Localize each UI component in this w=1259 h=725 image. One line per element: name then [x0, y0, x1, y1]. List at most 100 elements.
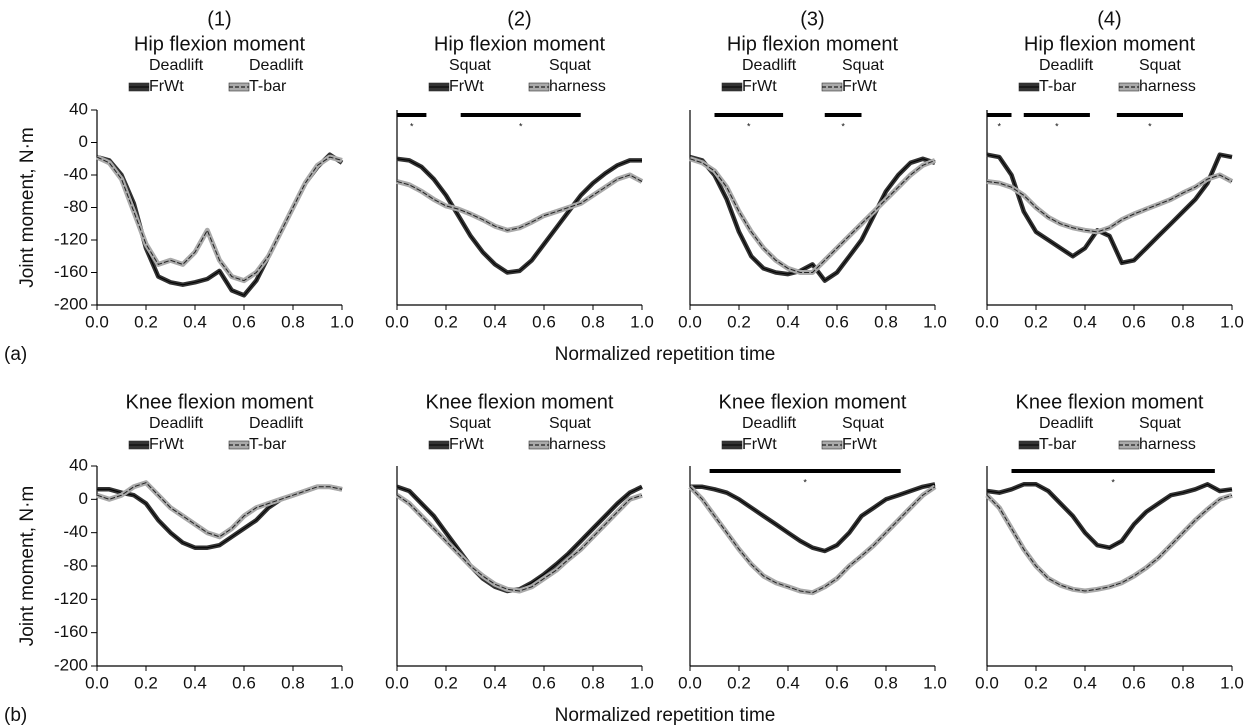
significance-bar	[987, 113, 1012, 117]
row-label: (b)	[4, 705, 27, 725]
x-tick-label: 1.0	[330, 673, 354, 692]
column-header: (3)	[800, 8, 824, 30]
x-tick-label: 0.0	[85, 673, 109, 692]
series-center	[96, 482, 343, 538]
x-axis-label: Normalized repetition time	[555, 344, 776, 365]
series-center	[690, 483, 936, 552]
x-tick-label: 0.2	[134, 312, 158, 331]
y-tick-label: 40	[69, 99, 88, 118]
x-tick-label: 1.0	[1220, 312, 1244, 331]
legend-label: Squat FrWt	[449, 57, 491, 95]
x-tick-label: 0.0	[385, 312, 409, 331]
y-tick-label: -40	[63, 522, 88, 541]
x-tick-label: 0.4	[1073, 673, 1097, 692]
y-tick-label: -160	[54, 262, 88, 281]
significance-bar	[1011, 469, 1215, 473]
x-tick-label: 0.6	[532, 312, 556, 331]
series-line	[985, 492, 1233, 594]
column-header: (4)	[1097, 8, 1121, 30]
y-tick-label: 0	[79, 132, 88, 151]
legend-label: Squat FrWt	[842, 57, 884, 95]
x-axis-label: Normalized repetition time	[555, 705, 776, 725]
series-line	[396, 172, 644, 233]
legend-label: Squat harness	[549, 415, 606, 453]
series-line	[96, 152, 344, 298]
x-tick-label: 0.2	[134, 673, 158, 692]
significance-label: *	[410, 121, 414, 131]
x-tick-label: 1.0	[630, 312, 654, 331]
chart-title: Hip flexion moment	[434, 33, 606, 55]
x-tick-label: 0.2	[727, 312, 751, 331]
series-center	[396, 174, 643, 231]
y-tick-label: -200	[54, 294, 88, 313]
x-tick-label: 0.8	[581, 312, 605, 331]
legend-label: Deadlift T-bar	[249, 57, 304, 95]
legend-label: Squat harness	[1139, 415, 1196, 453]
x-tick-label: 0.4	[483, 673, 507, 692]
series-center	[396, 486, 643, 592]
x-tick-label: 0.0	[975, 673, 999, 692]
significance-bar	[714, 113, 784, 117]
y-tick-label: 40	[69, 455, 88, 474]
column-header: (1)	[207, 8, 231, 30]
series-line	[986, 152, 1233, 266]
legend-label: Deadlift T-bar	[249, 415, 304, 453]
significance-label: *	[1148, 121, 1152, 131]
significance-label: *	[1111, 477, 1115, 487]
x-tick-label: 0.0	[85, 312, 109, 331]
y-tick-label: -40	[63, 164, 88, 183]
series-line	[396, 484, 643, 594]
x-tick-label: 0.4	[183, 673, 207, 692]
x-tick-label: 0.4	[776, 312, 800, 331]
x-tick-label: 1.0	[630, 673, 654, 692]
series-center	[986, 154, 1233, 264]
significance-bar	[824, 113, 862, 117]
x-tick-label: 0.6	[232, 673, 256, 692]
row-label: (a)	[4, 344, 27, 365]
legend-label: Squat FrWt	[449, 415, 491, 453]
x-tick-label: 0.8	[874, 673, 898, 692]
column-header: (2)	[507, 8, 531, 30]
x-tick-label: 0.0	[975, 312, 999, 331]
chart-title: Hip flexion moment	[1024, 33, 1196, 55]
series-center	[96, 156, 343, 282]
x-tick-label: 0.0	[678, 673, 702, 692]
x-tick-label: 0.4	[1073, 312, 1097, 331]
x-tick-label: 0.0	[678, 312, 702, 331]
x-tick-label: 0.2	[1024, 673, 1048, 692]
significance-bar	[460, 113, 581, 117]
y-tick-label: -80	[63, 555, 88, 574]
significance-label: *	[1055, 121, 1059, 131]
chart-title: Hip flexion moment	[727, 33, 899, 55]
series-center	[986, 483, 1233, 549]
x-tick-label: 0.8	[874, 312, 898, 331]
significance-bar	[397, 113, 427, 117]
x-tick-label: 1.0	[923, 673, 947, 692]
legend-label: Squat FrWt	[842, 415, 884, 453]
significance-bar	[709, 469, 901, 473]
series-line	[688, 484, 937, 596]
y-tick-label: 0	[79, 489, 88, 508]
series-center	[986, 174, 1233, 233]
x-tick-label: 0.6	[532, 673, 556, 692]
x-tick-label: 0.6	[232, 312, 256, 331]
chart-title: Knee flexion moment	[126, 391, 314, 413]
x-tick-label: 0.6	[1122, 673, 1146, 692]
series-center	[689, 486, 936, 594]
y-tick-label: -120	[54, 589, 88, 608]
y-tick-label: -120	[54, 229, 88, 248]
x-tick-label: 1.0	[923, 312, 947, 331]
x-tick-label: 0.8	[281, 312, 305, 331]
x-tick-label: 0.8	[281, 673, 305, 692]
legend-label: Squat harness	[549, 57, 606, 95]
series-line	[96, 480, 343, 540]
significance-bar	[1023, 113, 1090, 117]
series-line	[395, 492, 643, 594]
significance-label: *	[997, 121, 1001, 131]
x-tick-label: 1.0	[330, 312, 354, 331]
x-tick-label: 0.4	[776, 673, 800, 692]
x-tick-label: 0.6	[1122, 312, 1146, 331]
series-center	[396, 158, 642, 274]
